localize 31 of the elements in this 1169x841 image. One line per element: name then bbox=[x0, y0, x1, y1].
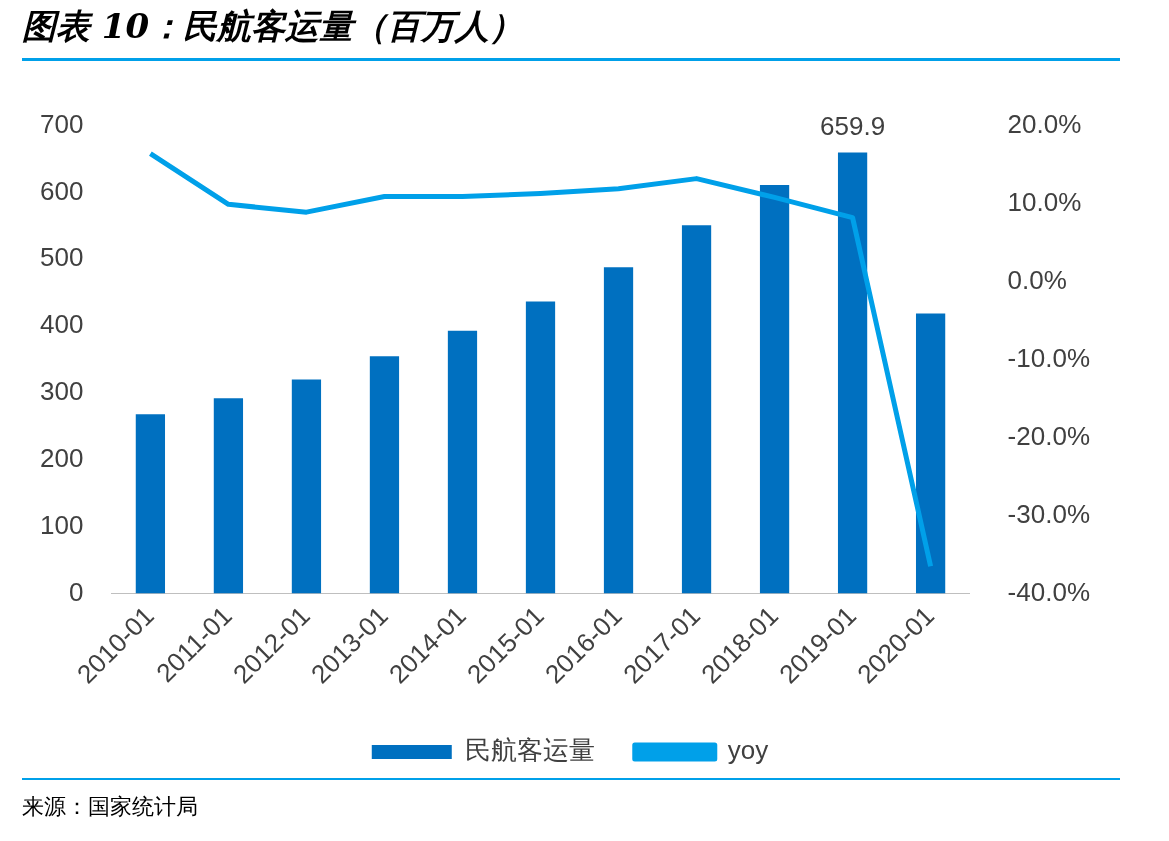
y-tick-label: 400 bbox=[39, 309, 84, 340]
bar bbox=[213, 398, 244, 594]
y-tick-label: 200 bbox=[39, 442, 84, 473]
y-tick-label: 700 bbox=[39, 108, 84, 139]
bar bbox=[135, 414, 166, 594]
bar bbox=[369, 356, 400, 594]
bar bbox=[681, 225, 712, 594]
y2-tick-label: 10.0% bbox=[1007, 186, 1082, 217]
bar bbox=[525, 301, 556, 594]
bar bbox=[291, 379, 322, 594]
y2-tick-label: 20.0% bbox=[1007, 108, 1082, 139]
y2-tick-label: 0.0% bbox=[1007, 264, 1067, 295]
data-label: 659.9 bbox=[820, 110, 886, 141]
bar bbox=[603, 267, 634, 594]
y2-tick-label: -10.0% bbox=[1007, 342, 1091, 373]
y2-tick-label: -30.0% bbox=[1007, 498, 1091, 529]
legend-label: 民航客运量 bbox=[464, 735, 595, 766]
bar bbox=[447, 330, 478, 594]
chart-title: 图表 10：民航客运量（百万人） bbox=[22, 4, 1120, 61]
bar bbox=[915, 313, 946, 594]
y2-tick-label: -20.0% bbox=[1007, 420, 1091, 451]
y-tick-label: 500 bbox=[39, 242, 84, 273]
y-tick-label: 0 bbox=[68, 576, 84, 607]
y2-tick-label: -40.0% bbox=[1007, 576, 1091, 607]
legend-label: yoy bbox=[727, 735, 769, 766]
y-tick-label: 300 bbox=[39, 376, 84, 407]
y-tick-label: 100 bbox=[39, 509, 84, 540]
bar bbox=[759, 185, 790, 594]
y-tick-label: 600 bbox=[39, 175, 84, 206]
source-note: 来源：国家统计局 bbox=[22, 778, 1120, 822]
bar bbox=[837, 152, 868, 594]
